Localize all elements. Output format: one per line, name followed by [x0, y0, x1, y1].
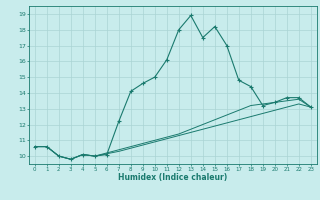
X-axis label: Humidex (Indice chaleur): Humidex (Indice chaleur) — [118, 173, 228, 182]
